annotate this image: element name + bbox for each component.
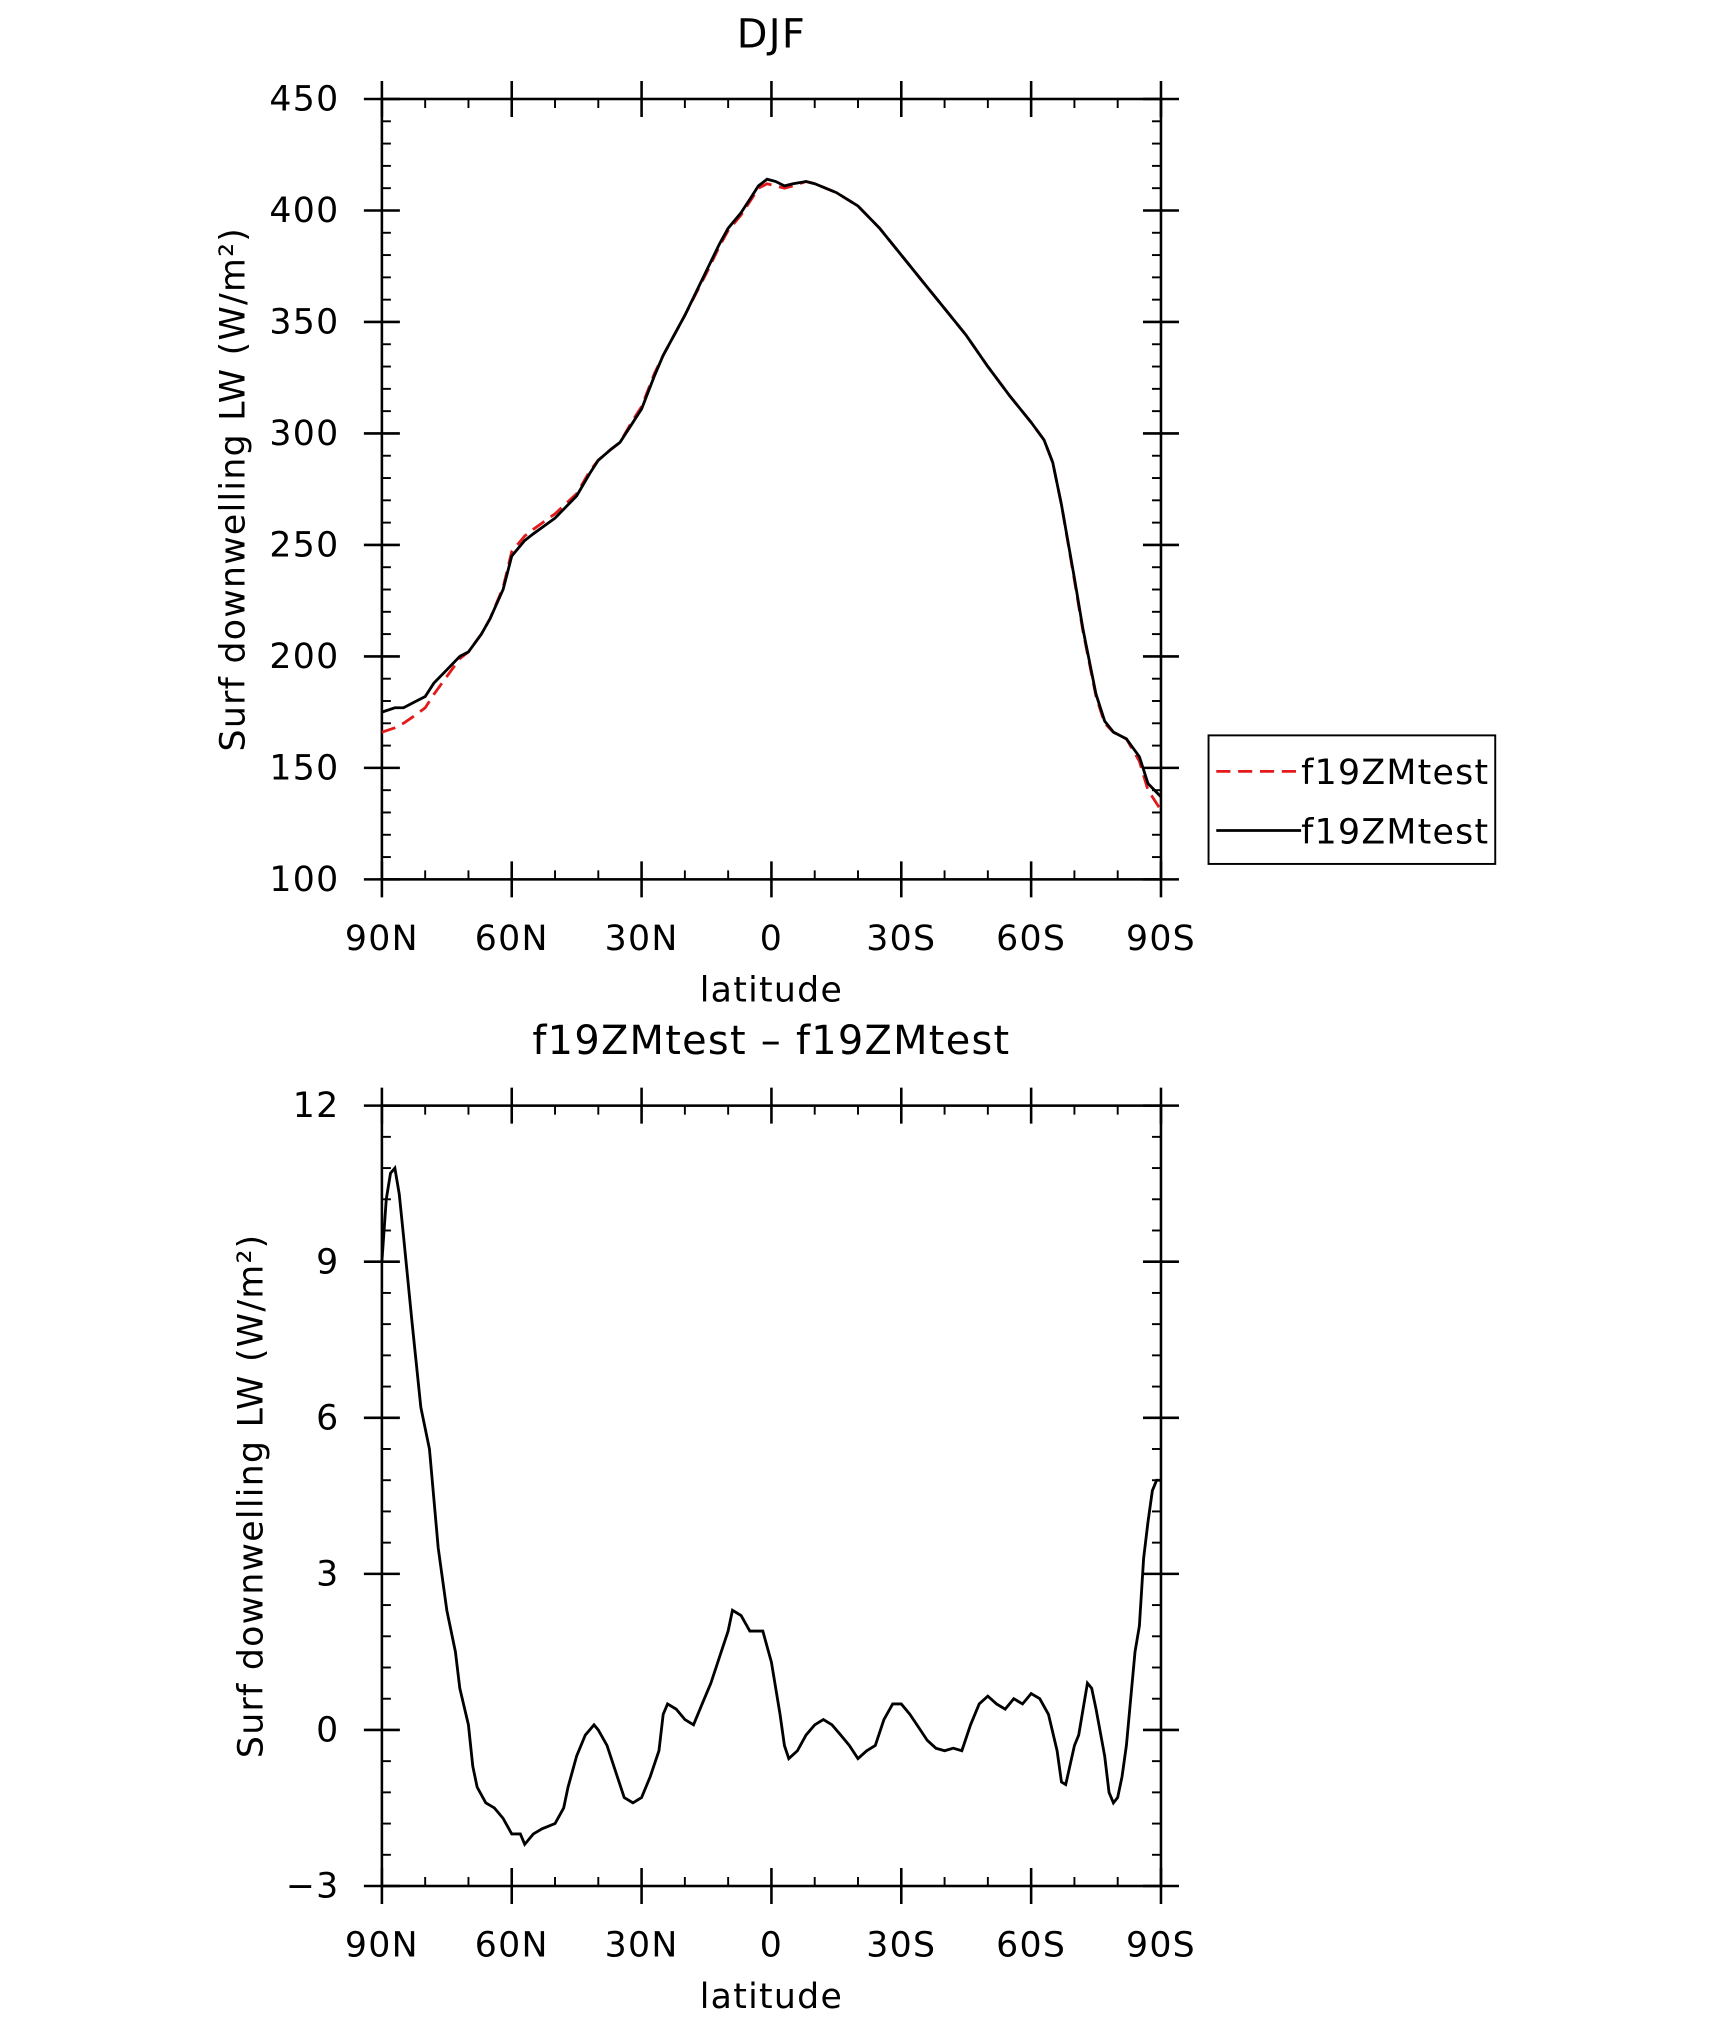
y-tick-label: 9 (316, 1242, 339, 1282)
x-tick-label: 30N (605, 1926, 679, 1966)
y-tick-label: 300 (269, 414, 339, 454)
x-tick-label: 0 (760, 1926, 783, 1966)
y-tick-label: 150 (269, 748, 339, 788)
x-tick-label: 90N (345, 919, 419, 959)
legend-label: f19ZMtest (1301, 753, 1489, 793)
series-line (380, 1164, 1161, 1848)
y-tick-label: 200 (269, 637, 339, 677)
y-tick-label: 450 (269, 80, 339, 120)
x-tick-label: 0 (760, 919, 783, 959)
x-tick-label: 90N (345, 1926, 419, 1966)
y-tick-label: 0 (316, 1711, 339, 1751)
x-axis-label: latitude (700, 971, 843, 1011)
y-axis-label: Surf downwelling LW (W/m²) (213, 227, 253, 752)
y-tick-label: 400 (269, 191, 339, 231)
x-tick-label: 60S (996, 919, 1066, 959)
plot-frame (380, 1104, 1163, 1888)
y-axis-label: Surf downwelling LW (W/m²) (231, 1234, 271, 1759)
y-tick-label: 250 (269, 525, 339, 565)
legend-box (1207, 734, 1497, 865)
x-tick-label: 30N (605, 919, 679, 959)
x-tick-label: 60N (475, 919, 549, 959)
y-tick-label: 12 (293, 1086, 340, 1126)
y-tick-label: 100 (269, 860, 339, 900)
series-line (381, 177, 1162, 798)
plot-frame (380, 97, 1163, 881)
y-tick-label: −3 (286, 1867, 340, 1907)
y-tick-label: 3 (316, 1554, 339, 1594)
x-tick-label: 90S (1126, 919, 1196, 959)
x-tick-label: 60N (475, 1926, 549, 1966)
legend-label: f19ZMtest (1301, 812, 1489, 852)
x-tick-label: 60S (996, 1926, 1066, 1966)
series-line (381, 180, 1163, 811)
x-axis-label: latitude (700, 1977, 843, 2017)
x-tick-label: 30S (866, 919, 936, 959)
chart-title: DJF (737, 12, 806, 58)
x-tick-label: 90S (1126, 1926, 1196, 1966)
y-tick-label: 350 (269, 303, 339, 343)
y-tick-label: 6 (316, 1398, 339, 1438)
chart-title: f19ZMtest – f19ZMtest (532, 1018, 1010, 1064)
x-tick-label: 30S (866, 1926, 936, 1966)
